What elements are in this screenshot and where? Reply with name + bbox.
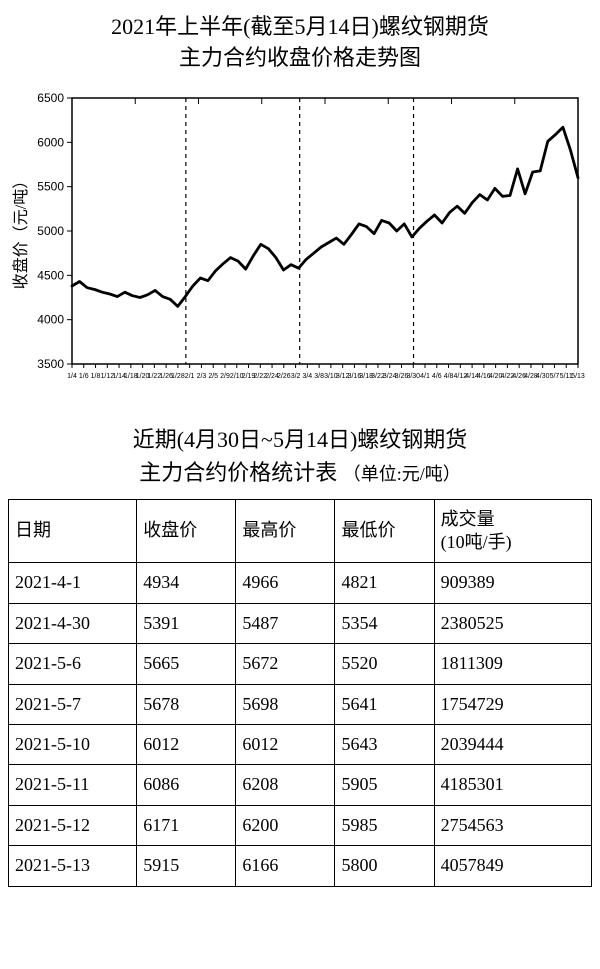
svg-text:6000: 6000 bbox=[37, 135, 64, 149]
table-cell: 5665 bbox=[137, 644, 236, 684]
svg-text:5/13: 5/13 bbox=[571, 373, 585, 380]
table-cell: 4934 bbox=[137, 563, 236, 603]
svg-text:1/8: 1/8 bbox=[91, 373, 101, 380]
table-cell: 4821 bbox=[335, 563, 434, 603]
table-cell: 5800 bbox=[335, 846, 434, 886]
table-cell: 2021-5-10 bbox=[9, 724, 137, 764]
svg-text:4/6: 4/6 bbox=[432, 373, 442, 380]
table-row: 2021-4-305391548753542380525 bbox=[9, 603, 592, 643]
chart-title: 2021年上半年(截至5月14日)螺纹钢期货主力合约收盘价格走势图 bbox=[8, 12, 592, 74]
table-header-cell: 成交量(10吨/手) bbox=[434, 499, 591, 563]
table-row: 2021-5-126171620059852754563 bbox=[9, 805, 592, 845]
table-cell: 6200 bbox=[236, 805, 335, 845]
table-cell: 6208 bbox=[236, 765, 335, 805]
table-cell: 2021-5-7 bbox=[9, 684, 137, 724]
table-cell: 5641 bbox=[335, 684, 434, 724]
svg-text:收盘价（元/吨）: 收盘价（元/吨） bbox=[11, 172, 30, 288]
svg-text:3500: 3500 bbox=[37, 357, 64, 371]
svg-text:4000: 4000 bbox=[37, 312, 64, 326]
table-cell: 2754563 bbox=[434, 805, 591, 845]
svg-text:2/3: 2/3 bbox=[197, 373, 207, 380]
table-cell: 2021-4-1 bbox=[9, 563, 137, 603]
price-table: 日期收盘价最高价最低价成交量(10吨/手) 2021-4-14934496648… bbox=[8, 499, 592, 887]
svg-text:3/2: 3/2 bbox=[291, 373, 301, 380]
table-cell: 5672 bbox=[236, 644, 335, 684]
table-cell: 2380525 bbox=[434, 603, 591, 643]
table-header-row: 日期收盘价最高价最低价成交量(10吨/手) bbox=[9, 499, 592, 563]
svg-text:2/1: 2/1 bbox=[185, 373, 195, 380]
table-row: 2021-5-135915616658004057849 bbox=[9, 846, 592, 886]
svg-text:3/4: 3/4 bbox=[302, 373, 312, 380]
svg-text:6500: 6500 bbox=[37, 91, 64, 105]
table-cell: 6166 bbox=[236, 846, 335, 886]
table-header-cell: 最低价 bbox=[335, 499, 434, 563]
svg-text:2/26: 2/26 bbox=[277, 373, 291, 380]
svg-text:4/30: 4/30 bbox=[536, 373, 550, 380]
table-unit: （单位:元/吨） bbox=[343, 464, 461, 484]
table-cell: 4057849 bbox=[434, 846, 591, 886]
svg-text:1/6: 1/6 bbox=[79, 373, 89, 380]
svg-text:5/7: 5/7 bbox=[550, 373, 560, 380]
svg-text:4500: 4500 bbox=[37, 268, 64, 282]
table-cell: 5985 bbox=[335, 805, 434, 845]
svg-text:4/8: 4/8 bbox=[444, 373, 454, 380]
svg-text:2/5: 2/5 bbox=[208, 373, 218, 380]
table-header-cell: 最高价 bbox=[236, 499, 335, 563]
svg-text:3/8: 3/8 bbox=[314, 373, 324, 380]
table-row: 2021-5-106012601256432039444 bbox=[9, 724, 592, 764]
price-chart: 3500400045005000550060006500收盘价（元/吨）1/41… bbox=[8, 84, 592, 409]
svg-text:5500: 5500 bbox=[37, 179, 64, 193]
table-body: 2021-4-14934496648219093892021-4-3053915… bbox=[9, 563, 592, 886]
table-cell: 1811309 bbox=[434, 644, 591, 684]
table-cell: 5905 bbox=[335, 765, 434, 805]
table-row: 2021-5-75678569856411754729 bbox=[9, 684, 592, 724]
table-header-cell: 日期 bbox=[9, 499, 137, 563]
svg-text:2/9: 2/9 bbox=[220, 373, 230, 380]
chart-svg: 3500400045005000550060006500收盘价（元/吨）1/41… bbox=[8, 84, 592, 404]
table-cell: 5643 bbox=[335, 724, 434, 764]
table-title: 近期(4月30日~5月14日)螺纹钢期货主力合约价格统计表 （单位:元/吨） bbox=[8, 423, 592, 489]
table-cell: 6012 bbox=[236, 724, 335, 764]
table-cell: 6012 bbox=[137, 724, 236, 764]
table-cell: 5354 bbox=[335, 603, 434, 643]
table-cell: 2021-5-11 bbox=[9, 765, 137, 805]
table-cell: 2021-4-30 bbox=[9, 603, 137, 643]
table-cell: 2021-5-6 bbox=[9, 644, 137, 684]
svg-text:4/1: 4/1 bbox=[420, 373, 430, 380]
table-cell: 909389 bbox=[434, 563, 591, 603]
table-cell: 5391 bbox=[137, 603, 236, 643]
table-cell: 5520 bbox=[335, 644, 434, 684]
svg-text:1/28: 1/28 bbox=[171, 373, 185, 380]
table-header-cell: 收盘价 bbox=[137, 499, 236, 563]
table-row: 2021-4-1493449664821909389 bbox=[9, 563, 592, 603]
table-cell: 4966 bbox=[236, 563, 335, 603]
table-cell: 5487 bbox=[236, 603, 335, 643]
table-row: 2021-5-116086620859054185301 bbox=[9, 765, 592, 805]
table-cell: 2021-5-12 bbox=[9, 805, 137, 845]
svg-text:1/4: 1/4 bbox=[67, 373, 77, 380]
table-cell: 6171 bbox=[137, 805, 236, 845]
svg-text:5000: 5000 bbox=[37, 224, 64, 238]
table-row: 2021-5-65665567255201811309 bbox=[9, 644, 592, 684]
table-cell: 6086 bbox=[137, 765, 236, 805]
table-cell: 2039444 bbox=[434, 724, 591, 764]
table-cell: 5915 bbox=[137, 846, 236, 886]
table-cell: 2021-5-13 bbox=[9, 846, 137, 886]
table-cell: 1754729 bbox=[434, 684, 591, 724]
svg-text:3/30: 3/30 bbox=[406, 373, 420, 380]
table-cell: 5678 bbox=[137, 684, 236, 724]
table-cell: 4185301 bbox=[434, 765, 591, 805]
table-cell: 5698 bbox=[236, 684, 335, 724]
